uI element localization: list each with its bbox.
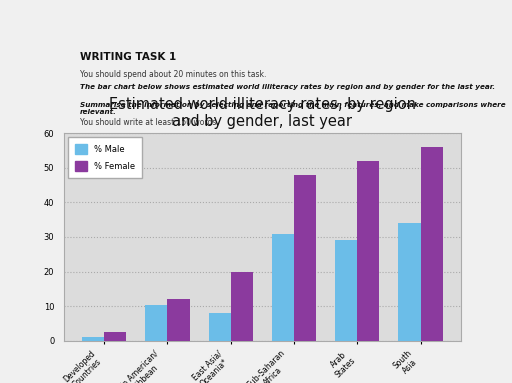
Bar	[104, 332, 126, 341]
Bar	[145, 304, 167, 341]
Bar	[398, 223, 421, 341]
Bar	[335, 241, 357, 341]
Bar	[167, 299, 189, 341]
Text: Summarise the information by selecting and reporting the main features, and make: Summarise the information by selecting a…	[80, 102, 505, 115]
Title: Estimated world illiteracy rates, by region
and by gender, last year: Estimated world illiteracy rates, by reg…	[109, 97, 416, 129]
Text: You should write at least 150 words.: You should write at least 150 words.	[80, 118, 219, 127]
Bar	[82, 337, 104, 341]
Bar	[231, 272, 253, 341]
Bar	[421, 147, 443, 341]
Bar	[357, 161, 379, 341]
Bar	[294, 175, 316, 341]
Bar	[208, 313, 231, 341]
Text: WRITING TASK 1: WRITING TASK 1	[80, 52, 176, 62]
Bar	[272, 234, 294, 341]
Legend: % Male, % Female: % Male, % Female	[68, 137, 142, 178]
Text: The bar chart below shows estimated world illiteracy rates by region and by gend: The bar chart below shows estimated worl…	[80, 84, 495, 90]
Text: You should spend about 20 minutes on this task.: You should spend about 20 minutes on thi…	[80, 70, 266, 79]
